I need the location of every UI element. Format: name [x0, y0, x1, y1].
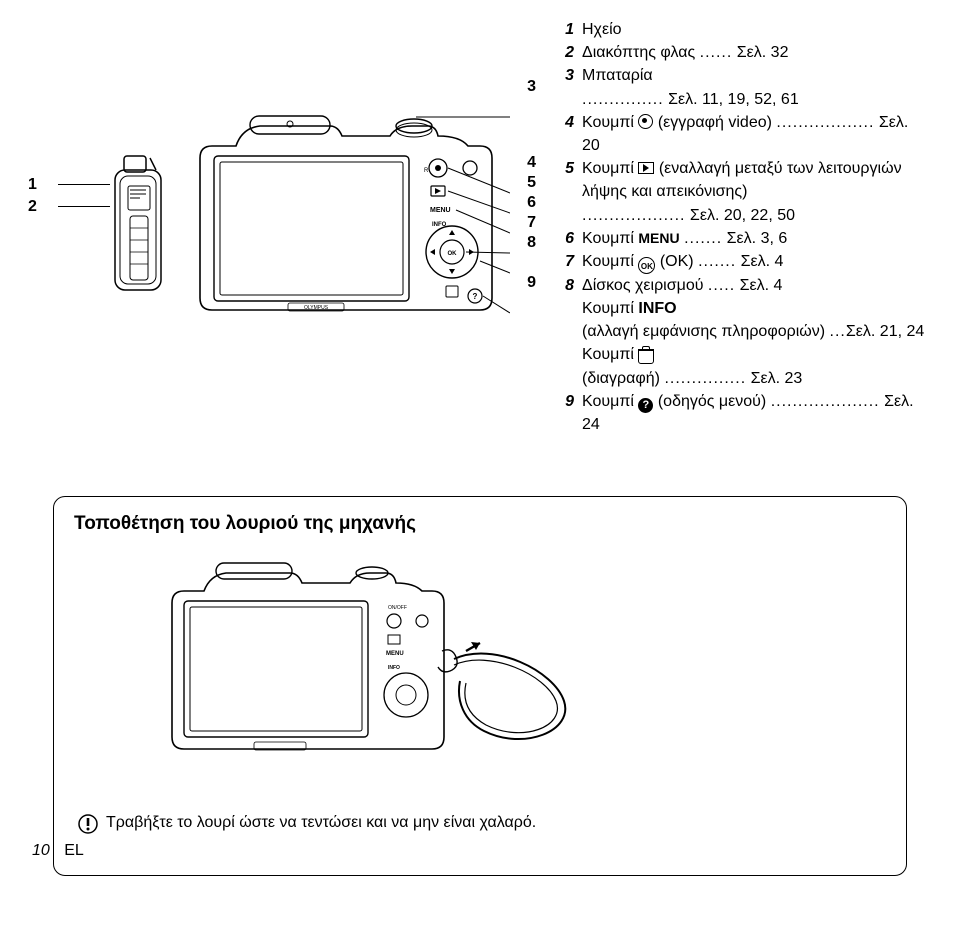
info-text-icon: INFO	[638, 300, 676, 317]
item-sub: ................... Σελ. 20, 22, 50	[582, 204, 930, 227]
ref-line-1	[58, 184, 110, 185]
ref-label-2: 2	[28, 198, 37, 216]
item-num: 6	[550, 227, 574, 250]
camera-side-illustration	[110, 148, 170, 308]
strap-section: Τοποθέτηση του λουριού της μηχανής ON/OF…	[53, 496, 907, 876]
strap-title: Τοποθέτηση του λουριού της μηχανής	[74, 513, 886, 535]
svg-text:?: ?	[473, 292, 478, 301]
item-num: 5	[550, 157, 574, 180]
item-sub: ............... Σελ. 11, 19, 52, 61	[582, 88, 930, 111]
ref-line-2	[58, 206, 110, 207]
trash-icon	[638, 346, 652, 361]
ok-icon: OK	[638, 257, 655, 274]
item-text: Κουμπί OK (OK) ....... Σελ. 4	[582, 250, 783, 274]
item-text: Κουμπί MENU ....... Σελ. 3, 6	[582, 227, 787, 250]
camera-side-view: 1 2	[30, 148, 170, 313]
ref-label-4: 4	[527, 154, 536, 172]
svg-text:INFO: INFO	[388, 665, 400, 671]
item-num: 2	[550, 41, 574, 64]
item-sub: Κουμπί (διαγραφή) ............... Σελ. 2…	[582, 343, 930, 389]
playback-icon	[638, 162, 654, 174]
ref-label-9: 9	[527, 274, 536, 292]
item-num: 3	[550, 64, 574, 87]
item-num: 8	[550, 274, 574, 297]
item-num: 1	[550, 18, 574, 41]
ref-label-8: 8	[527, 234, 536, 252]
footer: 10 EL	[32, 842, 84, 860]
svg-text:OLYMPUS: OLYMPUS	[304, 305, 329, 311]
svg-text:R: R	[424, 168, 429, 174]
svg-text:MENU: MENU	[386, 651, 404, 657]
caution-icon	[78, 814, 98, 834]
help-icon: ?	[638, 398, 653, 413]
strap-illustration: ON/OFF MENU INFO	[154, 551, 886, 776]
strap-note: Τραβήξτε το λουρί ώστε να τεντώσει και ν…	[78, 814, 886, 834]
item-text: Κουμπί (εναλλαγή μεταξύ των λειτουργιών …	[582, 157, 930, 203]
ref-label-3: 3	[527, 78, 536, 96]
item-num: 7	[550, 250, 574, 273]
svg-text:ON/OFF: ON/OFF	[388, 605, 407, 611]
svg-text:OK: OK	[448, 251, 458, 257]
ref-label-5: 5	[527, 174, 536, 192]
lang-code: EL	[64, 842, 84, 859]
ref-label-7: 7	[527, 214, 536, 232]
ref-label-6: 6	[527, 194, 536, 212]
item-sub: Κουμπί INFO (αλλαγή εμφάνισης πληροφοριώ…	[582, 297, 930, 343]
item-text: Κουμπί (εγγραφή video) .................…	[582, 111, 930, 157]
item-text: Διακόπτης φλας ...... Σελ. 32	[582, 41, 788, 64]
item-num: 4	[550, 111, 574, 134]
camera-rear-view: OLYMPUS R MENU INFO OK	[180, 98, 500, 333]
item-text: Κουμπί ? (οδηγός μενού) ................…	[582, 390, 930, 436]
parts-list: 1 Ηχείο 2 Διακόπτης φλας ...... Σελ. 32 3Μ…	[550, 18, 930, 436]
svg-text:MENU: MENU	[430, 207, 451, 214]
item-num: 9	[550, 390, 574, 413]
record-icon	[638, 114, 653, 129]
camera-rear-illustration: OLYMPUS R MENU INFO OK	[180, 98, 510, 328]
strap-note-text: Τραβήξτε το λουρί ώστε να τεντώσει και ν…	[106, 814, 536, 832]
page-number: 10	[32, 842, 50, 859]
item-text: Δίσκος χειρισμού ..... Σελ. 4	[582, 274, 782, 297]
ref-label-1: 1	[28, 176, 37, 194]
item-text: Ηχείο	[582, 18, 622, 41]
menu-text-icon: MENU	[638, 230, 679, 246]
item-text: Μπαταρία	[582, 64, 653, 87]
